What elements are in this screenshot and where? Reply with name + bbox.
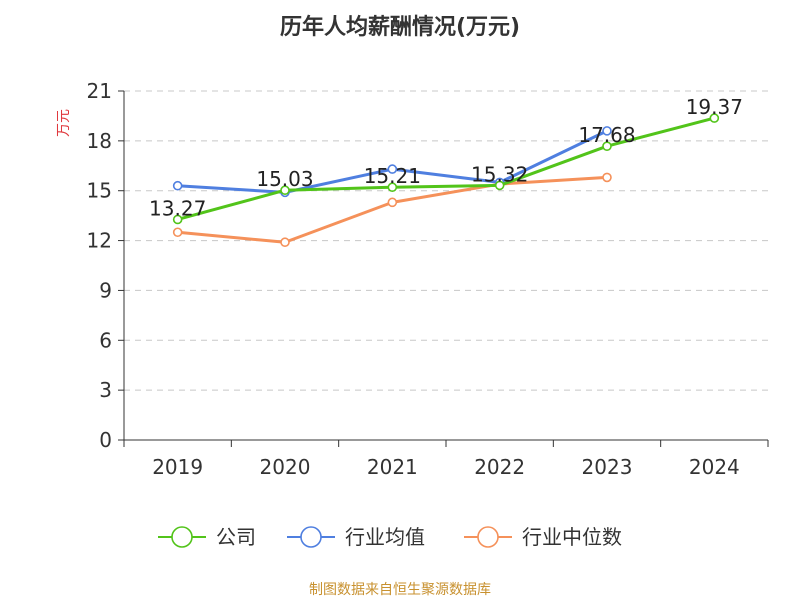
y-tick-label: 12 [87,229,112,253]
data-point[interactable] [602,172,612,183]
data-point[interactable] [172,227,183,238]
y-axis-unit-label: 万元 [56,109,72,137]
data-point[interactable] [602,126,612,136]
y-tick-label: 21 [87,79,112,103]
data-label: 13.27 [149,196,206,220]
data-labels: 13.27 15.03 15.21 15.32 17.68 19.37 [149,95,743,220]
series-line [177,116,715,221]
legend-marker [300,526,322,548]
data-label: 17.68 [578,123,635,147]
legend-marker [477,526,499,548]
legend-label: 行业中位数 [522,525,622,549]
x-tick-label: 2020 [260,455,311,479]
legend-label: 公司 [216,525,256,549]
y-tick-label: 3 [99,378,112,402]
data-label: 15.21 [364,164,421,188]
data-point[interactable] [280,185,290,196]
legend-item[interactable]: 行业均值 [287,525,425,549]
x-tick-label: 2023 [582,455,633,479]
y-tick-label: 18 [87,129,112,153]
axes: 0 3 6 9 12 15 18 21 2019 2020 2021 2022 2023 2024 [87,79,769,479]
x-tick-label: 2022 [474,455,525,479]
data-point[interactable] [172,214,183,225]
legend-marker [171,526,193,548]
chart-title: 历年人均薪酬情况(万元) [280,14,520,40]
y-tick-label: 6 [99,328,112,352]
series-company [172,113,720,225]
data-point[interactable] [387,182,398,193]
data-point[interactable] [709,113,720,123]
data-point[interactable] [494,180,505,191]
x-tick-label: 2019 [152,455,203,479]
series [172,113,720,248]
data-label: 15.32 [471,162,528,186]
legend-label: 行业均值 [345,525,425,549]
source-note: 制图数据来自恒生聚源数据库 [309,582,491,598]
data-point[interactable] [387,197,398,208]
y-tick-label: 15 [87,179,112,203]
data-point[interactable] [172,180,183,191]
x-tick-label: 2024 [689,455,740,479]
data-point[interactable] [387,164,398,174]
data-point[interactable] [280,237,290,248]
y-tick-label: 0 [99,428,112,452]
x-tick-label: 2021 [367,455,418,479]
legend-item[interactable]: 公司 [158,525,256,549]
data-label: 15.03 [256,167,313,191]
grid [124,90,768,391]
legend-item[interactable]: 行业中位数 [464,525,622,549]
data-point[interactable] [602,141,612,151]
y-tick-label: 9 [99,278,112,302]
data-label: 19.37 [686,95,743,119]
legend[interactable]: 公司 行业均值 行业中位数 [158,525,622,549]
